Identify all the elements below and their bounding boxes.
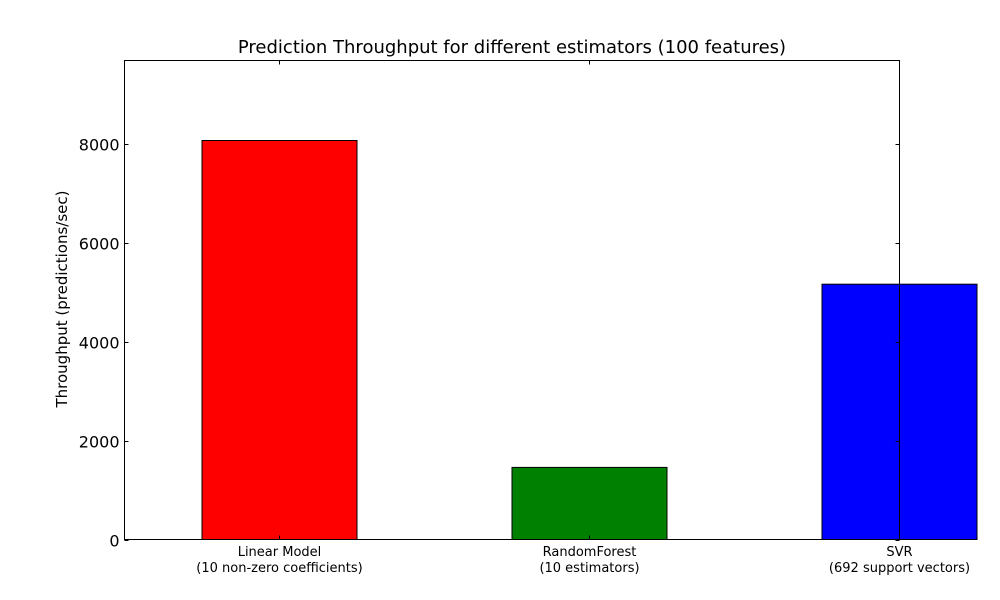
- x-tick-label-0: Linear Model (10 non-zero coefficients): [196, 545, 362, 576]
- x-tick-label-line: (10 non-zero coefficients): [196, 561, 362, 576]
- bar-0: [201, 139, 358, 541]
- y-axis-label: Throughput (predictions/sec): [53, 190, 71, 408]
- chart-title: Prediction Throughput for different esti…: [238, 37, 786, 58]
- y-tick-label-1: 2000: [79, 433, 120, 452]
- x-axis-ticks: Linear Model (10 non-zero coefficients) Ra…: [196, 60, 970, 576]
- y-tick-label-2: 4000: [79, 334, 120, 353]
- y-axis-ticks: 0 2000 4000 6000 8000: [79, 136, 900, 551]
- x-tick-label-line: (692 support vectors): [829, 561, 970, 576]
- x-tick-label-1: RandomForest (10 estimators): [539, 545, 639, 576]
- bar-1: [511, 466, 668, 541]
- y-tick-label-3: 6000: [79, 235, 120, 254]
- y-tick-label-0: 0: [109, 532, 119, 551]
- x-tick-label-2: SVR (692 support vectors): [829, 545, 970, 576]
- x-tick-label-line: Linear Model: [238, 545, 322, 560]
- x-tick-label-line: SVR: [886, 545, 912, 560]
- bars-group: [201, 139, 978, 541]
- y-tick-label-4: 8000: [79, 136, 120, 155]
- x-tick-label-line: (10 estimators): [539, 561, 639, 576]
- x-tick-label-line: RandomForest: [543, 545, 637, 560]
- plot-frame: [124, 60, 900, 540]
